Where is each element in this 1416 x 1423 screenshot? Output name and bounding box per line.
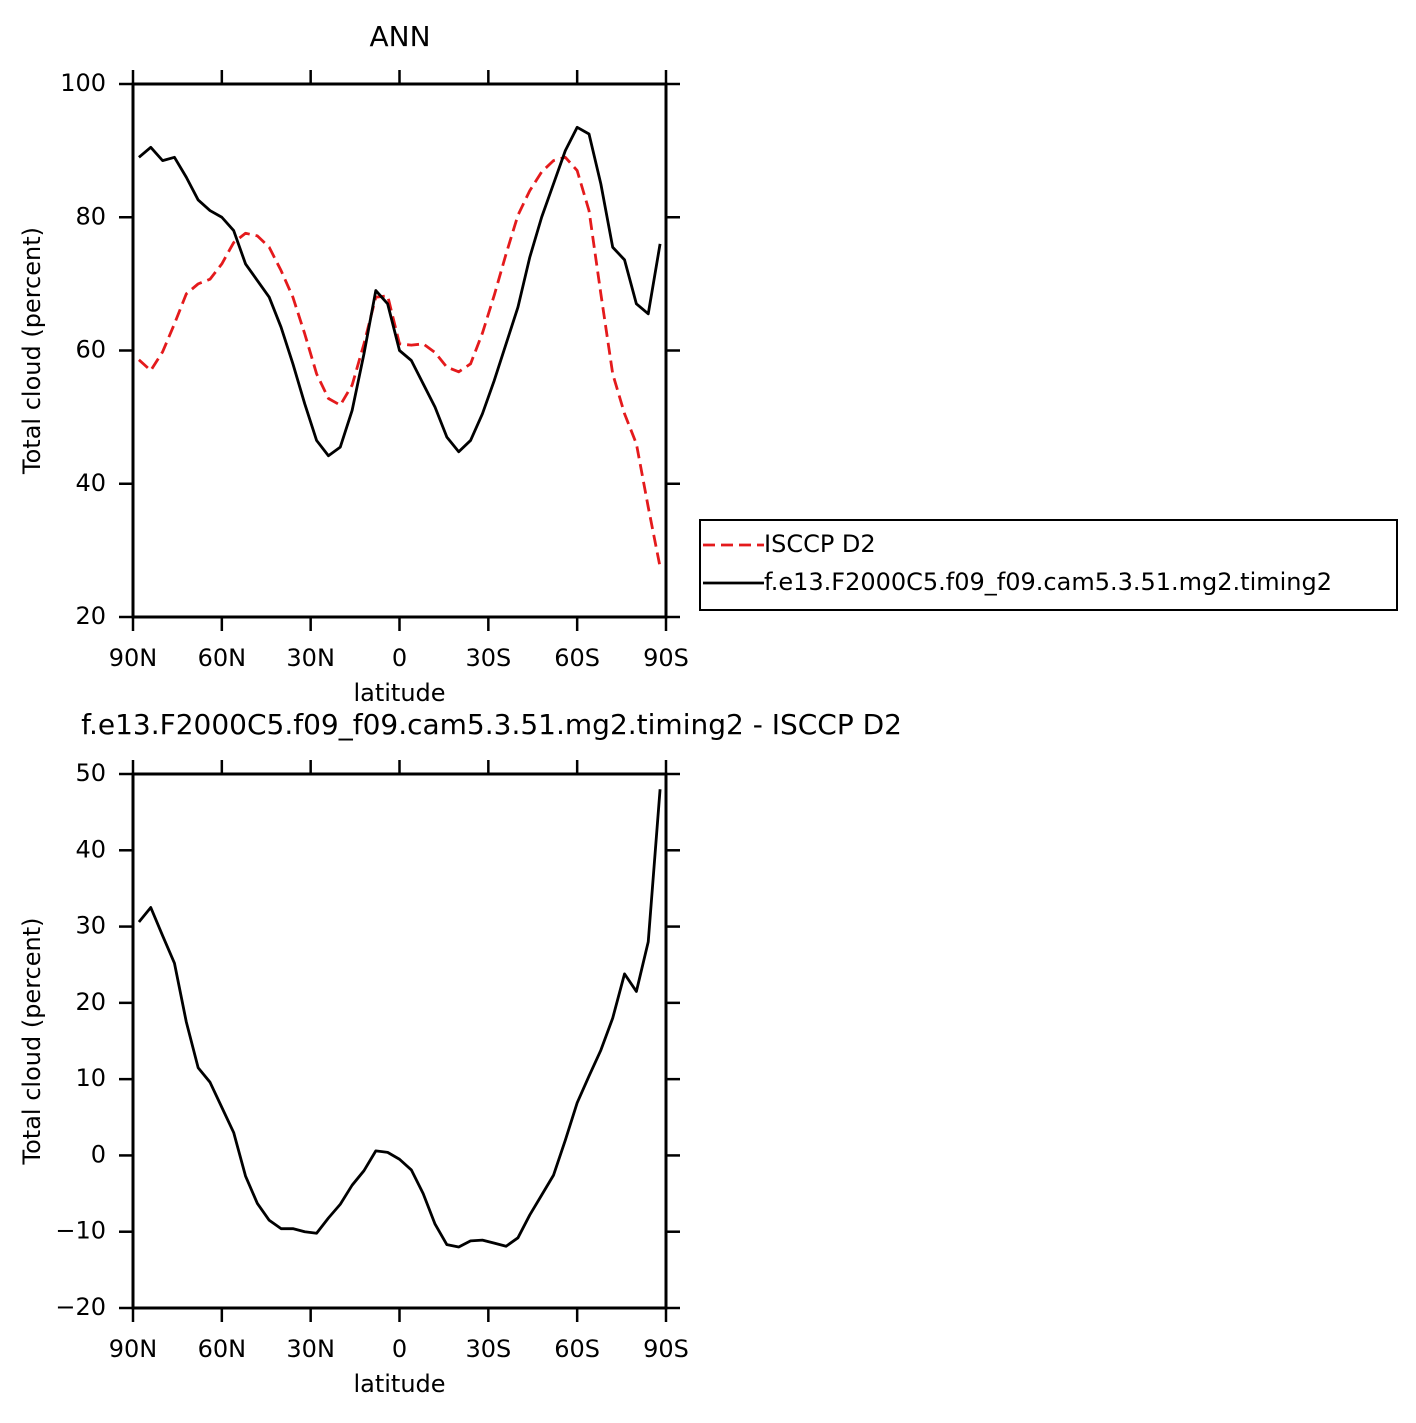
y-tick-label: 20 xyxy=(75,988,106,1016)
y-tick-label: 80 xyxy=(75,202,106,230)
x-tick-label: 0 xyxy=(392,1335,407,1363)
x-tick-label: 90N xyxy=(109,1335,158,1363)
y-axis-label: Total cloud (percent) xyxy=(18,227,46,475)
plot-frame xyxy=(131,772,668,1310)
x-tick-label: 90S xyxy=(643,644,689,672)
x-axis-label: latitude xyxy=(353,1370,445,1398)
x-tick-label: 0 xyxy=(392,644,407,672)
y-tick-label: 30 xyxy=(75,912,106,940)
data-line xyxy=(138,125,662,458)
y-tick-label: 40 xyxy=(75,835,106,863)
chart-title: f.e13.F2000C5.f09_f09.cam5.3.51.mg2.timi… xyxy=(81,708,902,741)
x-tick-label: 90N xyxy=(109,644,158,672)
x-tick-label: 60N xyxy=(198,1335,247,1363)
legend-label: f.e13.F2000C5.f09_f09.cam5.3.51.mg2.timi… xyxy=(764,568,1332,596)
x-tick-label: 90S xyxy=(643,1335,689,1363)
x-tick-label: 30N xyxy=(286,644,335,672)
y-tick-label: 50 xyxy=(75,759,106,787)
x-tick-label: 30N xyxy=(286,1335,335,1363)
y-tick-label: −10 xyxy=(55,1217,106,1245)
y-axis-label: Total cloud (percent) xyxy=(18,918,46,1166)
y-tick-label: 40 xyxy=(75,469,106,497)
x-tick-label: 60S xyxy=(554,1335,600,1363)
x-axis-label: latitude xyxy=(353,679,445,707)
data-line xyxy=(137,789,662,1249)
data-line xyxy=(137,155,662,568)
y-tick-label: 10 xyxy=(75,1064,106,1092)
x-tick-label: 60N xyxy=(198,644,247,672)
y-tick-label: 20 xyxy=(75,602,106,630)
y-tick-label: 60 xyxy=(75,336,106,364)
y-tick-label: 100 xyxy=(60,69,106,97)
plot-frame xyxy=(131,82,668,619)
y-tick-label: 0 xyxy=(91,1140,106,1168)
x-tick-label: 60S xyxy=(554,644,600,672)
x-tick-label: 30S xyxy=(465,1335,511,1363)
x-tick-label: 30S xyxy=(465,644,511,672)
chart-title: ANN xyxy=(369,20,430,53)
legend-label: ISCCP D2 xyxy=(764,530,876,558)
y-tick-label: −20 xyxy=(55,1293,106,1321)
legend-box xyxy=(699,519,1398,611)
